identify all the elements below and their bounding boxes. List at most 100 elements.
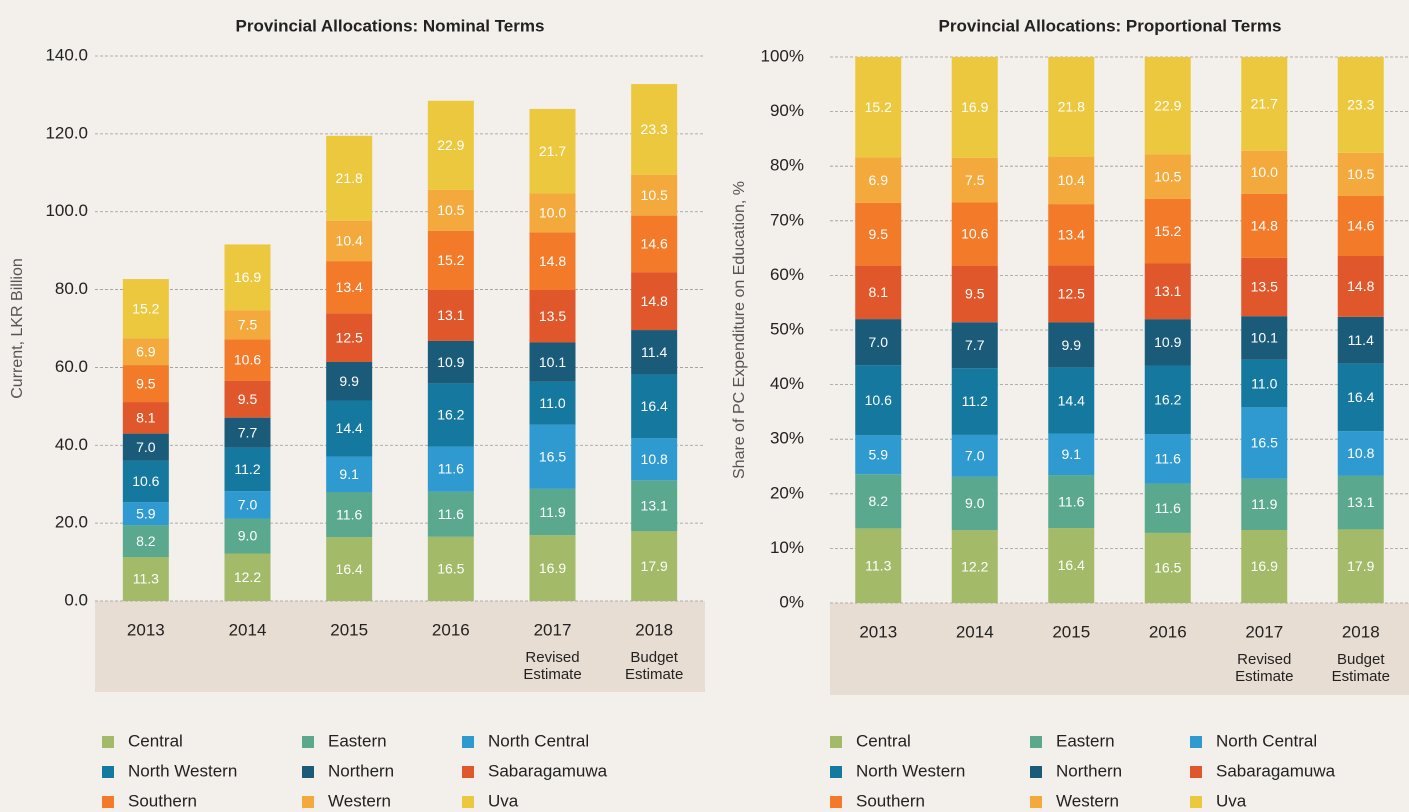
bar-segment bbox=[855, 265, 902, 320]
data-label: 14.8 bbox=[1347, 278, 1374, 294]
bar-segment bbox=[951, 530, 998, 603]
data-label: 22.9 bbox=[1154, 97, 1181, 113]
legend-swatch bbox=[302, 796, 314, 808]
legend-swatch bbox=[830, 796, 842, 808]
data-label: 10.5 bbox=[1347, 166, 1374, 182]
bar-segment bbox=[1337, 431, 1384, 476]
legend-label: North Western bbox=[128, 761, 237, 780]
category-note: Revised Estimate bbox=[1235, 651, 1294, 685]
bar-segment bbox=[1337, 195, 1384, 256]
data-label: 13.5 bbox=[1251, 279, 1278, 295]
data-label: 16.9 bbox=[1251, 558, 1278, 574]
y-tick-label: 80.0 bbox=[55, 279, 88, 298]
data-label: 13.1 bbox=[1347, 494, 1374, 510]
data-label: 11.9 bbox=[539, 504, 565, 520]
data-label: 22.9 bbox=[437, 137, 464, 153]
legend-label: Western bbox=[1056, 791, 1119, 810]
data-label: 15.2 bbox=[1154, 223, 1181, 239]
legend-label: Central bbox=[856, 731, 911, 750]
data-label: 10.5 bbox=[437, 202, 464, 218]
data-label: 11.6 bbox=[336, 506, 362, 522]
y-tick-label: 100% bbox=[761, 46, 804, 65]
data-label: 10.4 bbox=[336, 233, 363, 249]
data-label: 23.3 bbox=[641, 121, 668, 137]
chart-title: Provincial Allocations: Proportional Ter… bbox=[939, 16, 1282, 35]
data-label: 14.8 bbox=[641, 293, 668, 309]
data-label: 16.2 bbox=[1154, 392, 1181, 408]
bar-segment bbox=[1144, 365, 1191, 435]
bar-segment bbox=[427, 100, 474, 190]
legend-swatch bbox=[302, 766, 314, 778]
data-label: 13.4 bbox=[1058, 226, 1085, 242]
legend-swatch bbox=[830, 736, 842, 748]
category-note: Budget Estimate bbox=[624, 649, 684, 683]
y-tick-label: 60% bbox=[770, 265, 804, 284]
data-label: 7.7 bbox=[238, 424, 258, 440]
chart-title: Provincial Allocations: Nominal Terms bbox=[236, 16, 545, 35]
x-tick-label: 2013 bbox=[127, 620, 165, 639]
data-label: 16.4 bbox=[641, 398, 668, 414]
bar-segment bbox=[951, 157, 998, 203]
data-label: 14.4 bbox=[336, 420, 363, 436]
bar-segment bbox=[529, 289, 576, 343]
data-label: 10.8 bbox=[641, 451, 668, 467]
bar-segment bbox=[1048, 156, 1095, 205]
bar-segment bbox=[529, 108, 576, 194]
data-label: 10.8 bbox=[1347, 445, 1374, 461]
bar-segment bbox=[224, 310, 271, 340]
bar-segment bbox=[1048, 322, 1095, 368]
bar-segment bbox=[1241, 193, 1288, 258]
data-label: 16.9 bbox=[539, 560, 566, 576]
bar-segment bbox=[122, 433, 169, 461]
data-label: 16.4 bbox=[1347, 389, 1374, 405]
data-label: 10.5 bbox=[641, 187, 668, 203]
data-label: 13.5 bbox=[539, 308, 566, 324]
data-label: 17.9 bbox=[641, 558, 668, 574]
bar-segment bbox=[427, 446, 474, 492]
data-label: 14.4 bbox=[1058, 392, 1085, 408]
data-label: 13.1 bbox=[641, 498, 668, 514]
data-label: 11.4 bbox=[641, 344, 667, 360]
legend-label: Northern bbox=[1056, 761, 1122, 780]
data-label: 13.1 bbox=[1154, 283, 1181, 299]
bar-segment bbox=[1048, 433, 1095, 476]
y-tick-label: 20.0 bbox=[55, 513, 88, 532]
x-tick-label: 2015 bbox=[330, 620, 368, 639]
bar-segment bbox=[122, 557, 169, 601]
y-tick-label: 90% bbox=[770, 101, 804, 120]
data-label: 17.9 bbox=[1347, 558, 1374, 574]
bar-segment bbox=[1144, 483, 1191, 533]
legend-swatch bbox=[102, 736, 114, 748]
bar-segment bbox=[529, 488, 576, 536]
bar-segment bbox=[529, 193, 576, 233]
legend-swatch bbox=[830, 766, 842, 778]
y-tick-label: 120.0 bbox=[45, 123, 88, 142]
bar-segment bbox=[1048, 265, 1095, 323]
bar-segment bbox=[122, 525, 169, 558]
bar-segment bbox=[1241, 316, 1288, 360]
y-tick-label: 50% bbox=[770, 319, 804, 338]
x-tick-label: 2016 bbox=[1149, 622, 1187, 641]
y-tick-label: 60.0 bbox=[55, 357, 88, 376]
bar-segment bbox=[631, 174, 678, 216]
data-label: 14.6 bbox=[1347, 218, 1374, 234]
data-label: 12.5 bbox=[336, 329, 363, 345]
data-label: 21.8 bbox=[336, 170, 363, 186]
data-label: 10.4 bbox=[1058, 172, 1085, 188]
bar-segment bbox=[1241, 257, 1288, 317]
bar-segment bbox=[1241, 150, 1288, 194]
category-note: Revised Estimate bbox=[523, 649, 582, 683]
data-label: 11.6 bbox=[1058, 493, 1084, 509]
data-label: 11.6 bbox=[438, 461, 464, 477]
legend-swatch bbox=[1190, 766, 1202, 778]
bar-segment bbox=[326, 456, 373, 492]
legend-label: Western bbox=[328, 791, 391, 810]
data-label: 11.0 bbox=[1251, 375, 1277, 391]
bar-segment bbox=[326, 361, 373, 401]
data-label: 16.5 bbox=[437, 561, 464, 577]
bar-segment bbox=[951, 476, 998, 531]
x-tick-label: 2016 bbox=[432, 620, 470, 639]
bar-segment bbox=[631, 438, 678, 481]
bar-segment bbox=[1144, 532, 1191, 603]
